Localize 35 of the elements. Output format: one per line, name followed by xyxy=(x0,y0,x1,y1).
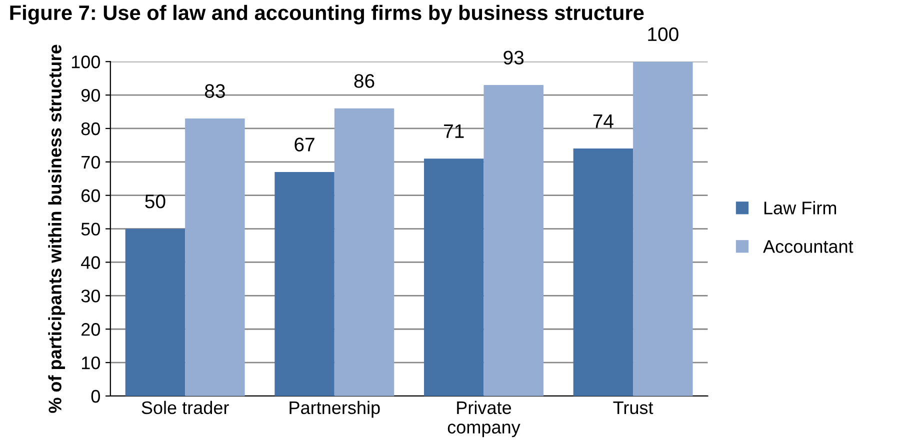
y-tick-label: 40 xyxy=(81,256,100,269)
legend-label: Law Firm xyxy=(764,201,836,214)
bar xyxy=(573,148,634,396)
y-tick-label: 80 xyxy=(81,122,100,136)
chart-title: Figure 7: Use of law and accounting firms by business structure xyxy=(10,4,644,24)
y-tick-label: 20 xyxy=(82,323,100,336)
y-tick-label: 0 xyxy=(91,390,100,403)
y-tick-label: 70 xyxy=(82,156,100,169)
y-axis-title: % of participants within business structure xyxy=(48,44,66,413)
bar xyxy=(125,228,186,396)
x-tick-label: Private company xyxy=(448,400,520,438)
y-tick-label: 30 xyxy=(81,290,100,302)
y-tick-label: 50 xyxy=(81,222,100,236)
data-label: 71 xyxy=(444,124,464,138)
legend-label: Accountant xyxy=(763,240,854,253)
data-label: 50 xyxy=(145,194,166,208)
data-label: 93 xyxy=(504,50,524,64)
x-tick-label: Partnership xyxy=(290,400,380,418)
bar xyxy=(633,62,693,396)
y-tick-label: 90 xyxy=(81,88,100,102)
bar xyxy=(274,172,334,396)
data-label: 74 xyxy=(593,114,614,128)
bar xyxy=(334,108,394,396)
bar xyxy=(185,118,245,396)
bar xyxy=(484,85,544,396)
y-tick-label: 100 xyxy=(72,56,100,68)
y-tick-label: 10 xyxy=(82,356,100,370)
y-tick-label: 60 xyxy=(82,189,100,202)
x-tick-label: Trust xyxy=(613,402,654,414)
data-label: 83 xyxy=(204,84,225,98)
data-label: 86 xyxy=(354,74,374,88)
data-label: 67 xyxy=(294,138,314,152)
bar xyxy=(424,158,484,396)
data-label: 100 xyxy=(648,27,678,42)
x-tick-label: Sole trader xyxy=(142,400,229,414)
